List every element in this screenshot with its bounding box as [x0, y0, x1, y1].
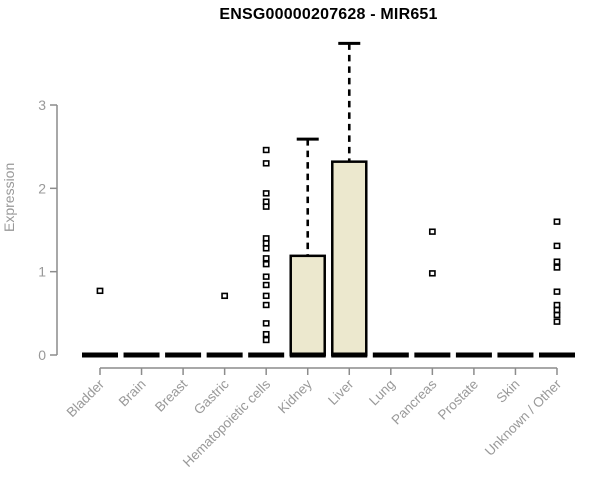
median-line — [165, 352, 202, 358]
box — [289, 254, 326, 357]
median-line — [82, 352, 118, 358]
y-tick-label: 1 — [38, 264, 46, 280]
outlier-point — [262, 301, 270, 309]
outlier-point — [262, 330, 270, 338]
outlier-point — [221, 292, 229, 300]
y-tick-label: 2 — [38, 180, 46, 196]
median-line — [372, 352, 409, 358]
x-tick-label: Unknown / Other — [482, 376, 565, 459]
outlier-point — [262, 255, 270, 262]
outlier-point — [553, 318, 561, 325]
outlier-point — [553, 258, 561, 265]
x-tick-label: Lung — [366, 377, 398, 409]
x-tick-label: Skin — [493, 377, 522, 406]
outlier-point — [262, 273, 270, 280]
median-line — [497, 352, 534, 358]
outlier-point — [262, 240, 270, 247]
outlier-point — [262, 292, 270, 300]
outlier-point — [553, 242, 561, 250]
outlier-point — [428, 228, 436, 235]
median-line — [123, 352, 160, 358]
x-tick-label: Brain — [116, 377, 149, 410]
outlier-point — [553, 264, 561, 271]
box — [331, 160, 368, 357]
outlier-point — [262, 245, 270, 252]
y-tick-label: 0 — [38, 347, 46, 363]
median-line — [455, 352, 492, 358]
outlier-point — [428, 270, 436, 277]
outlier-point — [262, 146, 270, 154]
outlier-point — [553, 311, 561, 319]
median-line — [538, 352, 575, 358]
y-tick-label: 3 — [38, 97, 46, 113]
x-tick-label: Kidney — [275, 376, 315, 416]
outlier-point — [262, 190, 270, 197]
median-line — [289, 352, 326, 358]
outlier-point — [553, 301, 561, 309]
x-tick-label: Liver — [325, 376, 357, 408]
outlier-point — [262, 203, 270, 210]
outlier-point — [262, 281, 270, 289]
x-tick-label: Bladder — [64, 376, 108, 420]
x-tick-label: Pancreas — [389, 376, 440, 427]
x-tick-label: Gastric — [191, 376, 232, 417]
median-line — [206, 352, 243, 358]
chart-title: ENSG00000207628 - MIR651 — [219, 6, 438, 23]
outlier-point — [553, 218, 561, 225]
outlier-point — [262, 160, 270, 167]
x-tick-label: Breast — [152, 376, 190, 414]
median-line — [331, 352, 368, 358]
outlier-point — [262, 260, 270, 268]
outlier-point — [553, 288, 561, 295]
outlier-point — [96, 287, 104, 295]
x-tick-label: Prostate — [435, 377, 481, 423]
outlier-point — [262, 198, 270, 205]
outlier-point — [262, 320, 270, 327]
median-line — [414, 352, 451, 358]
outlier-point — [553, 306, 561, 314]
median-line — [248, 352, 285, 358]
outlier-point — [262, 336, 270, 344]
outlier-point — [262, 235, 270, 242]
